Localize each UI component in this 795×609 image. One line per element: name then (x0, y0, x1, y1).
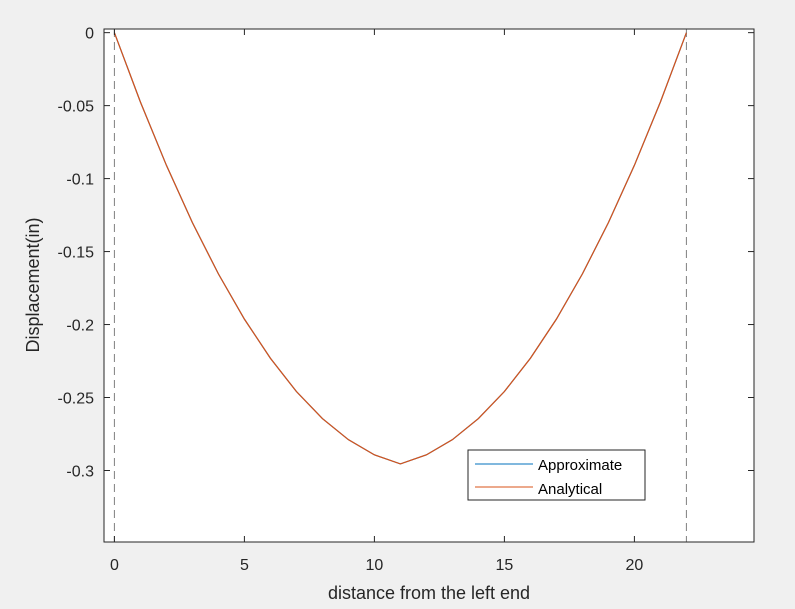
series-group (113, 32, 687, 465)
axes-background (104, 29, 754, 542)
y-ticks: 0 -0.05 -0.1 -0.15 -0.2 -0.25 -0.3 (58, 26, 754, 480)
x-tick-label: 0 (110, 557, 119, 574)
axes-box (103, 28, 755, 543)
legend: Approximate Analytical (467, 449, 646, 501)
x-axis-label: distance from the left end (328, 583, 530, 603)
legend-label-analytical: Analytical (538, 481, 602, 498)
y-tick-label: 0 (85, 26, 94, 43)
x-tick-label: 20 (626, 557, 644, 574)
legend-label-approximate: Approximate (538, 457, 622, 474)
y-tick-label: -0.1 (66, 172, 94, 189)
y-tick-label: -0.15 (58, 245, 95, 262)
series-line-analytical (113, 32, 687, 465)
reference-lines (113, 29, 687, 542)
x-ticks: 0 5 10 15 20 (110, 29, 643, 574)
x-tick-label: 10 (366, 557, 384, 574)
x-tick-label: 5 (240, 557, 249, 574)
y-tick-label: -0.3 (66, 463, 94, 480)
y-tick-label: -0.2 (66, 318, 94, 335)
y-tick-label: -0.05 (58, 99, 95, 116)
legend-box (467, 449, 646, 501)
x-tick-label: 15 (496, 557, 514, 574)
y-axis-label: Displacement(in) (23, 217, 43, 352)
y-tick-label: -0.25 (58, 391, 95, 408)
